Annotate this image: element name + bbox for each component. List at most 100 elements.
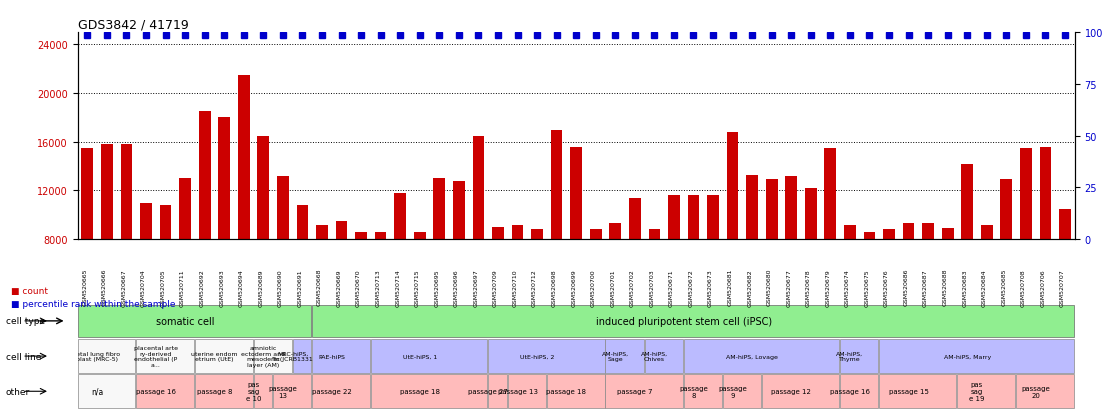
FancyBboxPatch shape (880, 339, 1074, 373)
Text: GSM520668: GSM520668 (317, 268, 322, 306)
Bar (648, 230, 660, 337)
Bar (863, 232, 875, 337)
FancyBboxPatch shape (840, 339, 879, 373)
Bar (160, 206, 172, 337)
Bar (121, 145, 132, 337)
Text: GSM520676: GSM520676 (884, 268, 889, 306)
Text: GSM520675: GSM520675 (864, 268, 870, 306)
Text: GSM520696: GSM520696 (454, 268, 459, 306)
Text: passage 27: passage 27 (469, 388, 509, 394)
FancyBboxPatch shape (78, 339, 135, 373)
FancyBboxPatch shape (605, 375, 683, 408)
Text: GSM520685: GSM520685 (1002, 268, 1006, 306)
Bar (922, 224, 934, 337)
Bar (903, 224, 914, 337)
Text: passage 18: passage 18 (400, 388, 440, 394)
Text: passage 13: passage 13 (497, 388, 537, 394)
Bar (668, 196, 680, 337)
Text: fetal lung fibro
blast (MRC-5): fetal lung fibro blast (MRC-5) (74, 351, 120, 362)
Text: passage 15: passage 15 (889, 388, 929, 394)
Text: GSM520674: GSM520674 (845, 268, 850, 306)
Text: GSM520705: GSM520705 (161, 268, 165, 306)
FancyBboxPatch shape (722, 375, 761, 408)
FancyBboxPatch shape (136, 339, 194, 373)
Text: GSM520671: GSM520671 (669, 268, 674, 306)
Bar (238, 76, 249, 337)
Text: GSM520683: GSM520683 (962, 268, 967, 306)
Text: PAE-hiPS: PAE-hiPS (318, 354, 346, 359)
Bar (688, 196, 699, 337)
Text: GSM520710: GSM520710 (513, 268, 517, 306)
FancyBboxPatch shape (312, 375, 370, 408)
FancyBboxPatch shape (136, 375, 194, 408)
Bar (981, 225, 993, 337)
FancyBboxPatch shape (78, 305, 311, 337)
Text: passage
20: passage 20 (1022, 385, 1050, 398)
Bar (512, 225, 523, 337)
Text: GSM520715: GSM520715 (414, 268, 420, 306)
Text: passage
9: passage 9 (718, 385, 747, 398)
Text: pas
sag
e 10: pas sag e 10 (246, 381, 261, 401)
Text: ■ count: ■ count (11, 286, 48, 295)
Text: GSM520691: GSM520691 (297, 268, 302, 306)
Text: placental arte
ry-derived
endothelial (P
a...: placental arte ry-derived endothelial (P… (134, 345, 177, 368)
FancyBboxPatch shape (254, 375, 273, 408)
Text: AM-hiPS, Lovage: AM-hiPS, Lovage (726, 354, 778, 359)
Text: GSM520692: GSM520692 (199, 268, 205, 306)
Text: passage 12: passage 12 (771, 388, 811, 394)
Text: AM-hiPS,
Thyme: AM-hiPS, Thyme (837, 351, 863, 362)
FancyBboxPatch shape (507, 375, 546, 408)
FancyBboxPatch shape (273, 375, 311, 408)
Bar (589, 230, 602, 337)
Text: GSM520693: GSM520693 (219, 268, 224, 306)
FancyBboxPatch shape (605, 339, 644, 373)
Text: GSM520687: GSM520687 (923, 268, 929, 306)
Bar (1020, 148, 1032, 337)
FancyBboxPatch shape (371, 339, 488, 373)
FancyBboxPatch shape (489, 375, 506, 408)
Bar (414, 232, 425, 337)
Text: ■ percentile rank within the sample: ■ percentile rank within the sample (11, 299, 175, 309)
Bar (571, 147, 582, 337)
Bar (1059, 209, 1070, 337)
Bar (336, 221, 348, 337)
Bar (844, 225, 855, 337)
FancyBboxPatch shape (762, 375, 839, 408)
FancyBboxPatch shape (254, 339, 291, 373)
Text: induced pluripotent stem cell (iPSC): induced pluripotent stem cell (iPSC) (596, 316, 772, 326)
Text: GSM520703: GSM520703 (649, 268, 655, 306)
FancyBboxPatch shape (195, 339, 253, 373)
Bar (472, 136, 484, 337)
Text: GSM520699: GSM520699 (571, 268, 576, 306)
Text: AM-hiPS, Marry: AM-hiPS, Marry (944, 354, 991, 359)
FancyBboxPatch shape (371, 375, 488, 408)
Text: pas
sag
e 19: pas sag e 19 (970, 381, 985, 401)
Bar (942, 229, 954, 337)
Bar (277, 176, 289, 337)
FancyBboxPatch shape (195, 375, 253, 408)
Text: GSM520713: GSM520713 (376, 268, 381, 306)
FancyBboxPatch shape (78, 375, 135, 408)
FancyBboxPatch shape (312, 305, 1074, 337)
Text: GSM520689: GSM520689 (258, 268, 264, 306)
Text: AM-hiPS,
Chives: AM-hiPS, Chives (640, 351, 668, 362)
Text: GSM520672: GSM520672 (688, 268, 694, 306)
Bar (140, 203, 152, 337)
Text: cell type: cell type (6, 317, 44, 325)
Text: GSM520680: GSM520680 (767, 268, 771, 306)
Text: n/a: n/a (91, 387, 103, 396)
Text: GSM520690: GSM520690 (278, 268, 283, 306)
Bar (492, 228, 504, 337)
Bar (356, 232, 367, 337)
Text: GSM520695: GSM520695 (434, 268, 439, 306)
Bar (786, 176, 797, 337)
Bar (198, 112, 211, 337)
Text: GSM520669: GSM520669 (337, 268, 341, 306)
Text: MRC-hiPS,
Tic(JCRB1331: MRC-hiPS, Tic(JCRB1331 (271, 351, 314, 362)
Bar (962, 164, 973, 337)
Text: GSM520666: GSM520666 (102, 268, 106, 306)
Text: GSM520670: GSM520670 (356, 268, 361, 306)
Text: somatic cell: somatic cell (156, 316, 214, 326)
Text: GSM520684: GSM520684 (982, 268, 987, 306)
Text: GSM520681: GSM520681 (728, 268, 732, 306)
